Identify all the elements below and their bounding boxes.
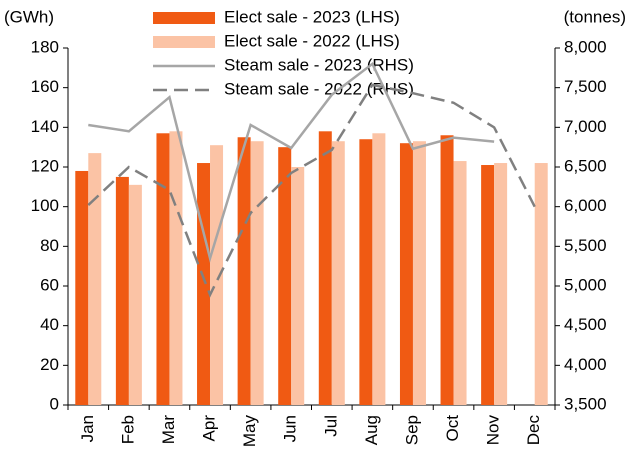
bar xyxy=(534,163,548,405)
bar xyxy=(291,167,305,405)
y2-tick-label: 8,000 xyxy=(564,37,607,56)
x-tick-label: Mar xyxy=(159,415,178,445)
x-tick-label: Jun xyxy=(281,415,300,442)
y2-tick-label: 6,500 xyxy=(564,156,607,175)
y-tick-label: 40 xyxy=(40,315,59,334)
bar xyxy=(115,176,129,405)
x-tick-label: Aug xyxy=(362,415,381,445)
bar xyxy=(88,153,102,405)
x-tick-label: Jan xyxy=(78,415,97,442)
bar xyxy=(278,147,292,405)
x-tick-label: Oct xyxy=(443,415,462,442)
y2-tick-label: 3,500 xyxy=(564,394,607,413)
bar xyxy=(494,163,508,405)
bar xyxy=(250,141,264,405)
y2-tick-label: 5,500 xyxy=(564,236,607,255)
bar xyxy=(440,135,454,405)
x-tick-label: Feb xyxy=(118,415,137,444)
x-tick-label: Apr xyxy=(200,415,219,442)
line xyxy=(87,83,536,298)
y-tick-label: 180 xyxy=(31,37,59,56)
bar xyxy=(128,184,142,405)
y2-tick-label: 7,500 xyxy=(564,77,607,96)
bar xyxy=(331,141,345,405)
y-tick-label: 0 xyxy=(50,394,59,413)
bar xyxy=(318,131,332,406)
y2-tick-label: 4,000 xyxy=(564,355,607,374)
legend-swatch xyxy=(153,36,215,48)
y2-tick-label: 6,000 xyxy=(564,196,607,215)
y-tick-label: 60 xyxy=(40,275,59,294)
bar xyxy=(372,133,386,406)
bar xyxy=(412,141,426,405)
x-tick-label: May xyxy=(240,415,259,448)
bar xyxy=(237,137,251,405)
legend-label: Elect sale - 2023 (LHS) xyxy=(224,7,400,26)
legend-swatch xyxy=(153,12,215,24)
legend-label: Steam sale - 2023 (RHS) xyxy=(224,55,414,74)
line xyxy=(88,61,495,263)
x-tick-label: Sep xyxy=(402,415,421,445)
bar xyxy=(156,133,170,406)
y-tick-label: 160 xyxy=(31,77,59,96)
bar xyxy=(399,143,413,405)
y2-tick-label: 5,000 xyxy=(564,275,607,294)
y2-tick-label: 7,000 xyxy=(564,117,607,136)
bar xyxy=(359,139,373,405)
bar xyxy=(197,163,211,405)
y-tick-label: 140 xyxy=(31,117,59,136)
y-tick-label: 100 xyxy=(31,196,59,215)
x-tick-label: Dec xyxy=(524,415,543,446)
y-tick-label: 120 xyxy=(31,156,59,175)
y2-axis-title: (tonnes) xyxy=(564,7,626,26)
x-tick-label: Jul xyxy=(321,415,340,437)
y-axis-title: (GWh) xyxy=(4,7,54,26)
legend-label: Elect sale - 2022 (LHS) xyxy=(224,31,400,50)
y-tick-label: 20 xyxy=(40,355,59,374)
x-tick-label: Nov xyxy=(484,415,503,446)
bar xyxy=(481,165,495,405)
y-tick-label: 80 xyxy=(40,236,59,255)
y2-tick-label: 4,500 xyxy=(564,315,607,334)
bar xyxy=(169,131,183,406)
bar xyxy=(75,170,89,405)
bar xyxy=(210,145,224,405)
bar xyxy=(453,161,467,405)
